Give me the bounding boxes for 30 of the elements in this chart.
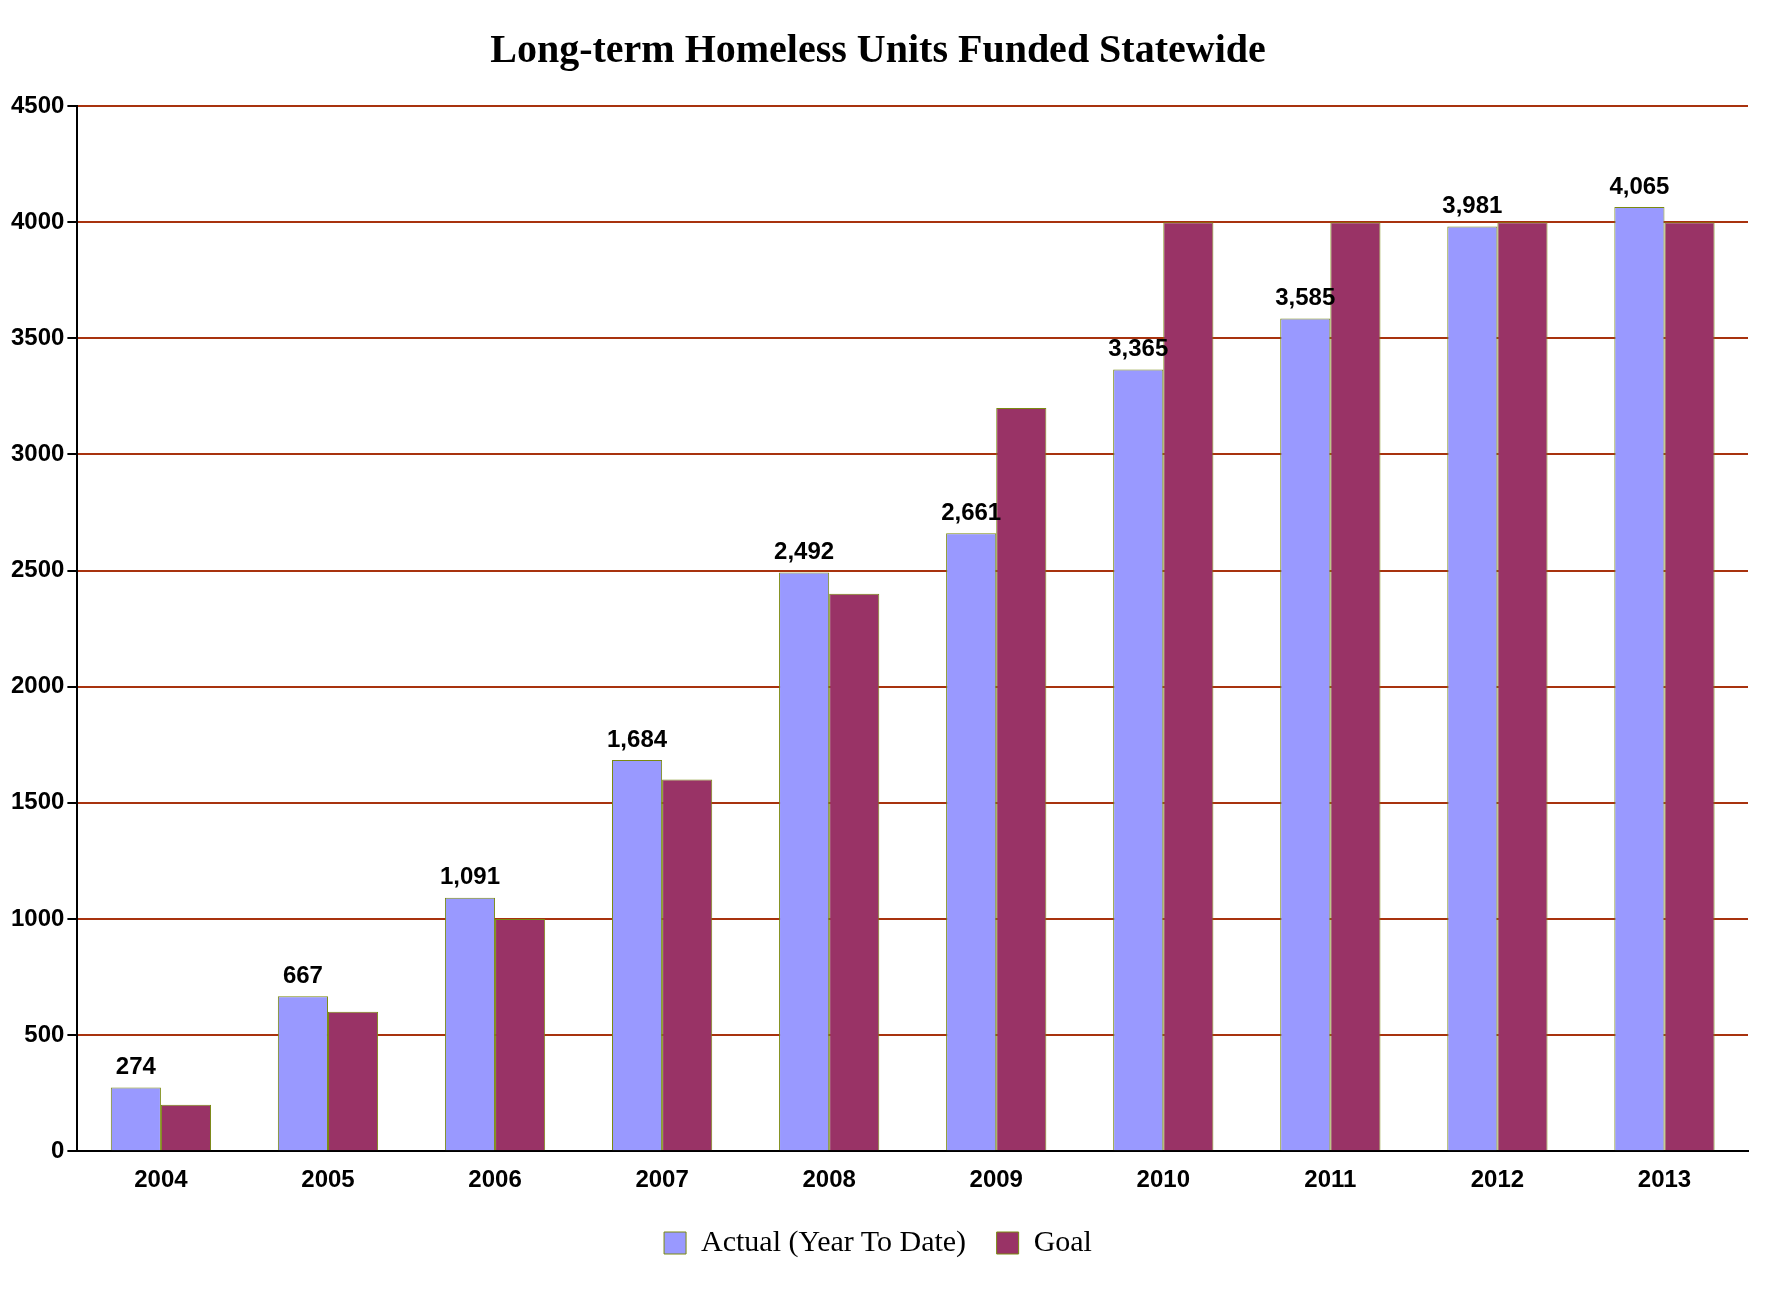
x-tick-label: 2006 bbox=[468, 1165, 522, 1193]
legend-label: Goal bbox=[1033, 1223, 1092, 1257]
x-tick-label: 2013 bbox=[1637, 1165, 1692, 1193]
y-tick-label: 1500 bbox=[11, 787, 65, 815]
x-tick-label: 2009 bbox=[969, 1165, 1023, 1193]
data-label: 3,981 bbox=[1442, 191, 1503, 219]
y-tick-label: 3000 bbox=[11, 439, 65, 467]
x-tick-label: 2007 bbox=[635, 1165, 689, 1193]
x-tick-label: 2012 bbox=[1470, 1165, 1525, 1193]
y-tick-label: 4500 bbox=[11, 90, 65, 118]
x-tick-label: 2004 bbox=[134, 1165, 189, 1193]
x-tick-label: 2010 bbox=[1136, 1165, 1190, 1193]
y-tick-label: 1000 bbox=[11, 903, 65, 931]
x-tick-label: 2005 bbox=[301, 1165, 355, 1193]
y-tick-label: 0 bbox=[51, 1135, 65, 1163]
chart-title: Long-term Homeless Units Funded Statewide bbox=[490, 26, 1266, 72]
y-tick-label: 4000 bbox=[11, 206, 65, 234]
data-label: 1,091 bbox=[439, 862, 501, 890]
legend-label: Actual (Year To Date) bbox=[701, 1223, 967, 1258]
data-label: 667 bbox=[282, 960, 323, 988]
y-tick-label: 2000 bbox=[11, 671, 65, 699]
data-label: 1,684 bbox=[607, 724, 668, 752]
data-label: 2,492 bbox=[774, 537, 835, 565]
y-tick-label: 3500 bbox=[11, 322, 65, 350]
data-label: 4,065 bbox=[1609, 171, 1670, 199]
x-tick-label: 2008 bbox=[802, 1165, 856, 1193]
x-tick-label: 2011 bbox=[1304, 1165, 1357, 1193]
y-tick-label: 500 bbox=[24, 1019, 65, 1047]
data-label: 274 bbox=[115, 1052, 157, 1080]
y-tick-label: 2500 bbox=[11, 555, 65, 583]
